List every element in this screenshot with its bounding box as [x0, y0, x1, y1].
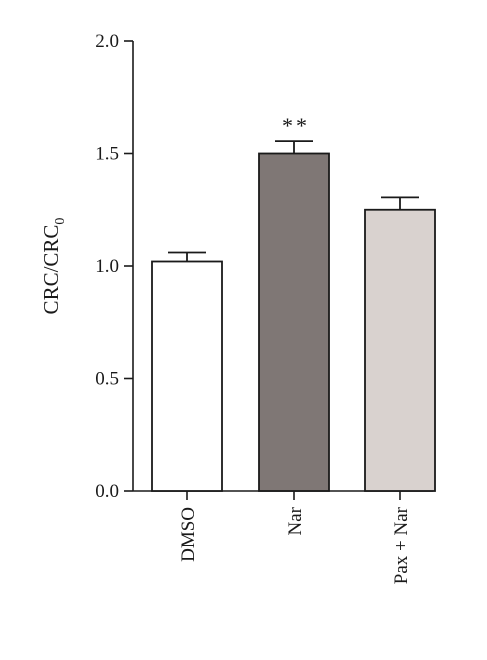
y-axis-title: CRC/CRC0: [39, 218, 68, 315]
y-tick-label: 2.0: [95, 31, 119, 52]
x-category-label: Pax + Nar: [391, 506, 412, 584]
x-category-label: DMSO: [178, 507, 199, 562]
bar-dmso: [151, 260, 223, 492]
x-category-label: Nar: [285, 506, 306, 535]
bar-pax-nar: [364, 208, 436, 492]
y-tick-label: 1.5: [95, 144, 119, 165]
y-axis-title-main: CRC/CRC: [39, 225, 63, 315]
y-tick-label: 0.5: [95, 369, 119, 390]
labels: 0.0 0.5 1.0 1.5 2.0 DMSO Nar ** Pax + Nar: [95, 31, 412, 584]
bars: [151, 140, 436, 492]
bar-nar: [258, 152, 330, 492]
y-tick-label: 0.0: [95, 481, 119, 502]
significance-marker: **: [282, 113, 310, 138]
y-axis-title-subscript: 0: [53, 218, 68, 225]
y-tick-label: 1.0: [95, 256, 119, 277]
